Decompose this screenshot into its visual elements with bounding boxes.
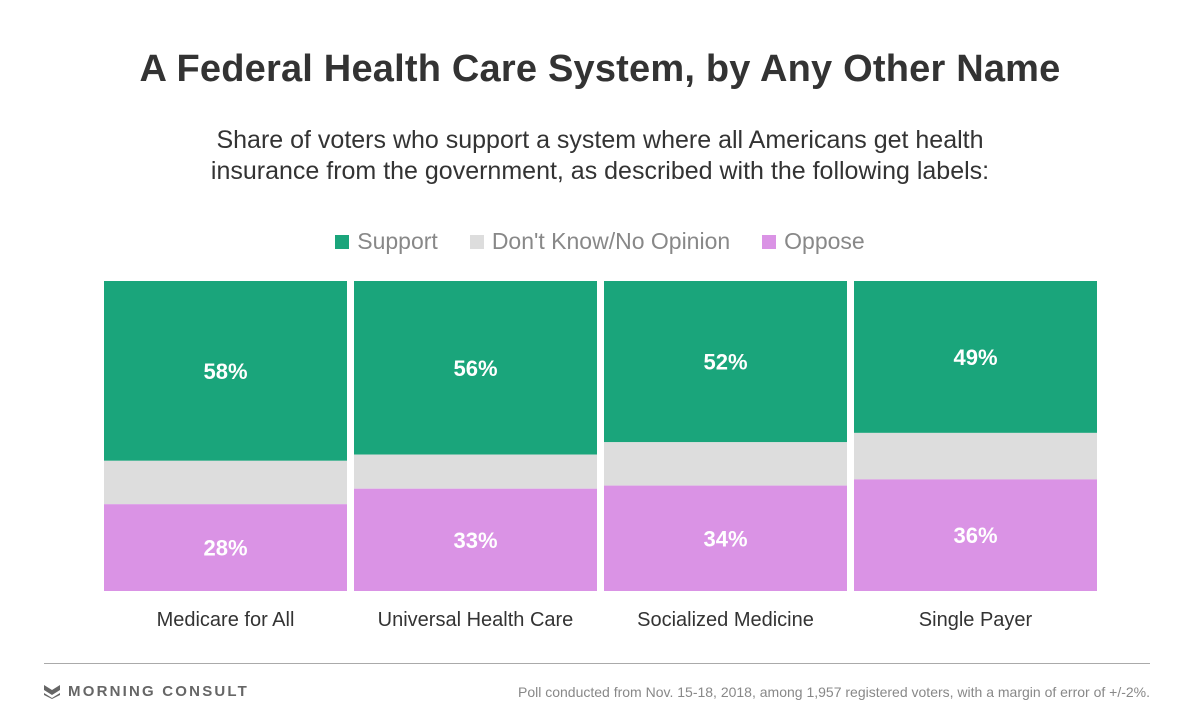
legend-swatch-dont-know: [469, 234, 484, 249]
category-label-universal-health-care: Universal Health Care: [378, 609, 574, 631]
subtitle-line-1: Share of voters who support a system whe…: [216, 126, 984, 154]
footnote: Poll conducted from Nov. 15-18, 2018, am…: [517, 684, 1150, 700]
chart-title: A Federal Health Care System, by Any Oth…: [139, 48, 1061, 90]
bar-single-payer-don-t-know-no-opinion: [854, 432, 1097, 480]
data-label-medicare-for-all-support: 58%: [203, 359, 247, 384]
data-label-universal-health-care-oppose: 33%: [453, 528, 497, 553]
bar-single-payer-support: [854, 281, 1097, 433]
category-label-medicare-for-all: Medicare for All: [157, 609, 295, 631]
bar-medicare-for-all-don-t-know-no-opinion: [104, 460, 347, 505]
legend-item-dont-know: Don't Know/No Opinion: [469, 228, 731, 255]
brand-logo: MORNING CONSULT: [44, 683, 249, 700]
bar-universal-health-care-oppose: [354, 488, 597, 591]
chart-legend: Support Don't Know/No Opinion Oppose: [0, 228, 1200, 255]
chart-subtitle: Share of voters who support a system whe…: [100, 125, 1100, 187]
morning-consult-logo-icon: [44, 684, 60, 699]
category-label-single-payer: Single Payer: [919, 609, 1033, 631]
bar-socialized-medicine-don-t-know-no-opinion: [604, 442, 847, 486]
legend-item-oppose: Oppose: [762, 228, 865, 255]
data-label-socialized-medicine-oppose: 34%: [703, 526, 747, 551]
legend-item-support: Support: [335, 228, 438, 255]
bar-socialized-medicine-support: [604, 281, 847, 443]
legend-swatch-oppose: [762, 234, 777, 249]
data-label-single-payer-oppose: 36%: [953, 523, 997, 548]
brand-name: MORNING CONSULT: [68, 683, 250, 700]
data-label-universal-health-care-support: 56%: [453, 356, 497, 381]
category-label-socialized-medicine: Socialized Medicine: [637, 609, 814, 631]
bar-socialized-medicine-oppose: [604, 485, 847, 591]
bar-single-payer-oppose: [854, 479, 1097, 591]
data-label-medicare-for-all-oppose: 28%: [203, 536, 247, 561]
legend-swatch-support: [335, 234, 350, 249]
subtitle-line-2: insurance from the government, as descri…: [210, 157, 990, 185]
legend-label-oppose: Oppose: [784, 228, 865, 254]
bar-medicare-for-all-oppose: [104, 504, 347, 591]
data-label-socialized-medicine-support: 52%: [703, 350, 747, 375]
legend-label-dont-know: Don't Know/No Opinion: [491, 228, 731, 254]
bar-medicare-for-all-support: [104, 281, 347, 461]
footer-divider: [44, 663, 1150, 664]
bar-universal-health-care-support: [354, 281, 597, 455]
legend-label-support: Support: [357, 228, 438, 254]
bar-universal-health-care-don-t-know-no-opinion: [354, 454, 597, 489]
data-label-single-payer-support: 49%: [953, 345, 997, 370]
